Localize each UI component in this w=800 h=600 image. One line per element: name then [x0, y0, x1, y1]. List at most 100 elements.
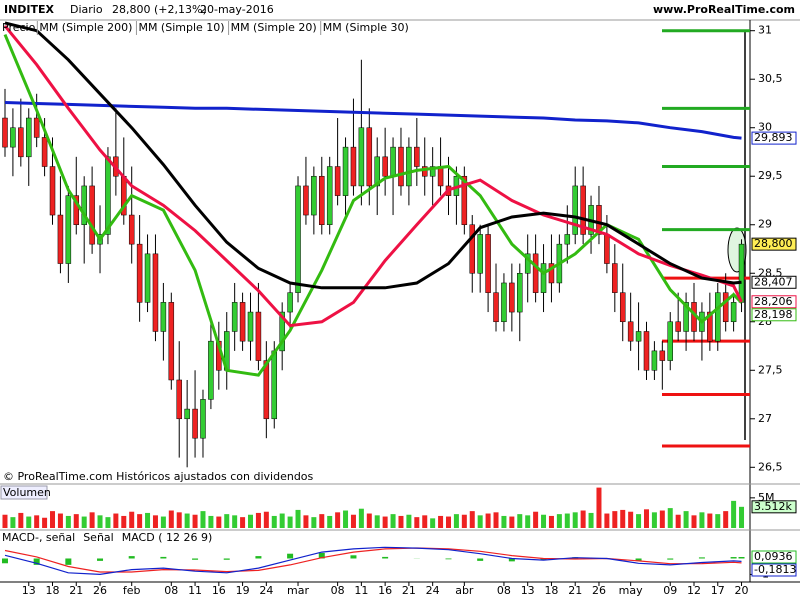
value-tag: 28,800: [754, 237, 793, 250]
volume-bar: [723, 511, 729, 528]
candle-body: [722, 292, 729, 323]
histogram-bar: [540, 558, 547, 561]
candle-body: [25, 117, 32, 158]
candle-body: [81, 185, 87, 225]
volume-bar: [739, 506, 745, 528]
histogram-bar: [318, 552, 325, 559]
histogram-bar: [635, 558, 642, 561]
volume-bar: [422, 515, 428, 528]
candle-body: [604, 234, 610, 264]
candle-body: [501, 282, 507, 323]
candle-body: [263, 360, 270, 420]
volume-bar: [216, 516, 222, 528]
volume-bar: [57, 513, 63, 528]
volume-bar: [588, 512, 594, 528]
site: www.ProRealTime.com: [653, 3, 795, 16]
volume-bar: [651, 512, 657, 528]
volume-bar: [715, 514, 721, 528]
volume-bar: [232, 515, 238, 528]
candle-body: [517, 273, 523, 313]
volume-bar: [184, 513, 190, 528]
legend-item: MACD-, señal: [2, 531, 75, 544]
candle-body: [469, 224, 476, 274]
candle-body: [271, 350, 278, 420]
volume-bar: [453, 514, 459, 528]
x-tick-label: 19: [236, 584, 250, 597]
volume-bar: [604, 513, 610, 528]
volume-bar: [152, 515, 158, 528]
candle-body: [334, 166, 341, 196]
x-tick-label: 08: [331, 584, 345, 597]
volume-bar: [105, 517, 111, 528]
panel-title: Volumen: [3, 486, 51, 499]
value-tag-box: [751, 308, 797, 322]
volume-bar: [572, 512, 578, 528]
candle-body: [730, 302, 737, 323]
volume-bar: [517, 514, 523, 528]
histogram-bar: [730, 557, 737, 559]
volume-bar: [34, 515, 40, 528]
volume-bar: [620, 509, 626, 528]
x-tick-label: 17: [711, 584, 725, 597]
candle-body: [635, 331, 642, 342]
volume-bar: [137, 514, 143, 528]
volume-bar: [525, 515, 531, 528]
x-tick-label: 18: [544, 584, 558, 597]
volume-bar: [335, 512, 341, 528]
volume-bar: [485, 513, 491, 528]
candle-body: [429, 166, 436, 177]
volume-bar: [707, 513, 713, 528]
volume-bar: [65, 515, 71, 528]
x-tick-label: abr: [455, 584, 474, 597]
x-tick-label: 20: [735, 584, 749, 597]
volume-bar: [438, 515, 444, 528]
value-tag-box: [751, 500, 797, 514]
volume-bar: [73, 514, 79, 528]
volume-bar: [358, 508, 364, 528]
candle-body: [160, 302, 167, 332]
value-tag-box: [751, 131, 797, 145]
volume-bar: [667, 508, 673, 528]
volume-bar: [26, 516, 32, 528]
moving-average: [4, 101, 742, 140]
y-tick-label: 27: [758, 412, 772, 425]
histogram-bar: [223, 558, 230, 560]
candle-body: [10, 127, 16, 148]
volume-bar: [129, 511, 135, 528]
volume-bar: [303, 515, 309, 528]
volume-bar: [50, 511, 56, 528]
volume-bar: [477, 515, 483, 528]
value-tag: 0,0936: [754, 550, 793, 563]
volume-bar: [596, 487, 602, 528]
volume-bar: [176, 512, 182, 528]
volume-bar: [240, 517, 246, 528]
histogram-bar: [1, 558, 8, 564]
candle-body: [477, 234, 483, 274]
y-tick-label: 31: [758, 24, 772, 37]
candle-body: [200, 399, 206, 439]
y-tick-label: 30,5: [758, 72, 783, 85]
volume-bar: [556, 514, 562, 528]
y-tick-label: 30: [758, 121, 772, 134]
histogram-bar: [350, 555, 357, 559]
volume-bar: [89, 512, 95, 528]
volume-bar: [406, 514, 412, 528]
moving-average: [3, 34, 743, 377]
volume-bar: [42, 517, 48, 528]
x-tick-label: mar: [287, 584, 309, 597]
y-tick-label: 27,5: [758, 363, 783, 376]
candle-body: [738, 243, 745, 303]
x-tick-label: 21: [568, 584, 582, 597]
volume-bar: [699, 512, 705, 528]
volume-bar: [374, 515, 380, 528]
candle-body: [437, 166, 444, 187]
volume-bar: [445, 516, 451, 528]
volume-bar: [319, 514, 325, 528]
volume-bar: [366, 513, 372, 528]
volume-bar: [675, 514, 681, 528]
candle-body: [65, 195, 72, 264]
candle-body: [619, 292, 626, 323]
value-tag: 3.512k: [754, 500, 792, 513]
